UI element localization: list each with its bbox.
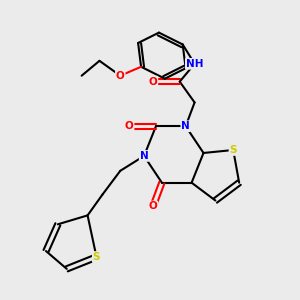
Text: N: N [140,151,148,161]
Text: N: N [181,121,190,131]
Text: NH: NH [186,59,203,69]
Text: O: O [116,71,125,81]
Text: O: O [148,76,157,87]
Text: O: O [148,202,157,212]
Text: O: O [125,121,134,131]
Text: S: S [230,145,237,155]
Text: S: S [93,252,100,262]
